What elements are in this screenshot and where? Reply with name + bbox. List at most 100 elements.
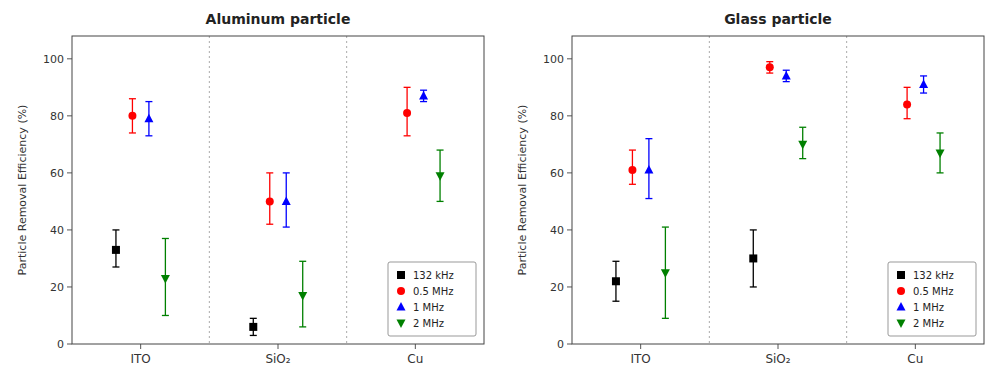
y-axis-label: Particle Removal Efficiency (%) bbox=[516, 105, 529, 276]
point bbox=[749, 254, 757, 262]
point bbox=[403, 109, 411, 117]
legend-label: 1 MHz bbox=[413, 302, 444, 313]
error-cap-low bbox=[937, 172, 944, 173]
error-cap-high bbox=[629, 149, 636, 150]
error-bar bbox=[112, 230, 119, 267]
y-tick-label: 20 bbox=[550, 281, 564, 294]
y-tick-label: 20 bbox=[50, 281, 64, 294]
title: Glass particle bbox=[724, 11, 832, 27]
point bbox=[249, 323, 257, 331]
y-tick bbox=[567, 172, 572, 173]
group-separator bbox=[209, 36, 210, 344]
error-bar bbox=[266, 173, 273, 224]
error-cap-high bbox=[145, 101, 152, 102]
group-separator bbox=[709, 36, 710, 344]
error-cap-high bbox=[920, 75, 927, 76]
x-tick bbox=[640, 344, 641, 349]
legend-box bbox=[388, 262, 476, 336]
error-bar bbox=[404, 87, 411, 135]
point bbox=[128, 112, 136, 120]
error-cap-high bbox=[937, 132, 944, 133]
error-cap-high bbox=[904, 87, 911, 88]
x-tick-label: SiO₂ bbox=[765, 352, 790, 366]
error-cap-low bbox=[129, 132, 136, 133]
legend-marker bbox=[397, 271, 405, 279]
error-cap-high bbox=[420, 90, 427, 91]
error-cap-high bbox=[250, 318, 257, 319]
error-cap-low bbox=[662, 318, 669, 319]
x-tick-label: SiO₂ bbox=[265, 352, 290, 366]
error-cap-high bbox=[299, 261, 306, 262]
error-bar bbox=[629, 150, 636, 184]
y-tick-label: 80 bbox=[50, 110, 64, 123]
y-tick bbox=[567, 344, 572, 345]
error-cap-low bbox=[645, 198, 652, 199]
plot-frame bbox=[572, 36, 984, 344]
y-tick-label: 0 bbox=[557, 338, 564, 351]
point bbox=[612, 277, 620, 285]
error-cap-low bbox=[283, 226, 290, 227]
y-tick-label: 40 bbox=[50, 224, 64, 237]
error-cap-high bbox=[283, 172, 290, 173]
legend-label: 1 MHz bbox=[913, 302, 944, 313]
legend-marker bbox=[397, 320, 406, 329]
y-tick bbox=[567, 286, 572, 287]
y-tick-label: 0 bbox=[57, 338, 64, 351]
y-tick bbox=[67, 58, 72, 59]
point bbox=[112, 246, 120, 254]
point bbox=[282, 196, 291, 205]
panel: Aluminum particleParticle Removal Effici… bbox=[16, 11, 484, 366]
error-bar bbox=[920, 76, 927, 93]
y-tick-label: 60 bbox=[550, 167, 564, 180]
error-bar bbox=[299, 261, 306, 327]
error-bar bbox=[904, 87, 911, 118]
y-tick-label: 100 bbox=[43, 53, 64, 66]
x-tick bbox=[140, 344, 141, 349]
y-tick bbox=[567, 229, 572, 230]
error-cap-low bbox=[437, 201, 444, 202]
y-axis-label: Particle Removal Efficiency (%) bbox=[16, 105, 29, 276]
error-cap-high bbox=[437, 149, 444, 150]
y-tick bbox=[67, 115, 72, 116]
legend-marker bbox=[397, 287, 405, 295]
error-cap-low bbox=[404, 135, 411, 136]
error-bar bbox=[437, 150, 444, 201]
error-cap-high bbox=[645, 138, 652, 139]
x-tick-label: ITO bbox=[131, 352, 151, 366]
point bbox=[903, 100, 911, 108]
point bbox=[798, 141, 807, 150]
error-cap-high bbox=[266, 172, 273, 173]
error-bar bbox=[420, 90, 427, 101]
error-cap-low bbox=[145, 135, 152, 136]
point bbox=[161, 275, 170, 284]
error-cap-high bbox=[129, 98, 136, 99]
error-bar bbox=[283, 173, 290, 227]
legend-marker bbox=[897, 287, 905, 295]
error-bar bbox=[662, 227, 669, 318]
error-bar bbox=[766, 62, 773, 73]
legend-marker bbox=[897, 271, 905, 279]
error-cap-low bbox=[266, 224, 273, 225]
legend-label: 0.5 MHz bbox=[413, 286, 453, 297]
y-tick-label: 40 bbox=[550, 224, 564, 237]
error-bar bbox=[129, 99, 136, 133]
y-tick bbox=[67, 172, 72, 173]
error-bar bbox=[783, 70, 790, 81]
error-cap-high bbox=[404, 87, 411, 88]
error-cap-low bbox=[162, 315, 169, 316]
error-cap-high bbox=[783, 70, 790, 71]
error-bar bbox=[250, 318, 257, 335]
group-separator bbox=[846, 36, 847, 344]
point bbox=[298, 292, 307, 301]
error-bar bbox=[612, 261, 619, 301]
legend: 132 kHz0.5 MHz1 MHz2 MHz bbox=[388, 262, 476, 336]
error-bar bbox=[750, 230, 757, 287]
error-cap-low bbox=[750, 286, 757, 287]
y-tick-label: 60 bbox=[50, 167, 64, 180]
group-separator bbox=[346, 36, 347, 344]
x-tick bbox=[278, 344, 279, 349]
error-cap-low bbox=[766, 72, 773, 73]
y-tick bbox=[567, 115, 572, 116]
y-tick bbox=[67, 229, 72, 230]
legend-label: 2 MHz bbox=[413, 318, 444, 329]
